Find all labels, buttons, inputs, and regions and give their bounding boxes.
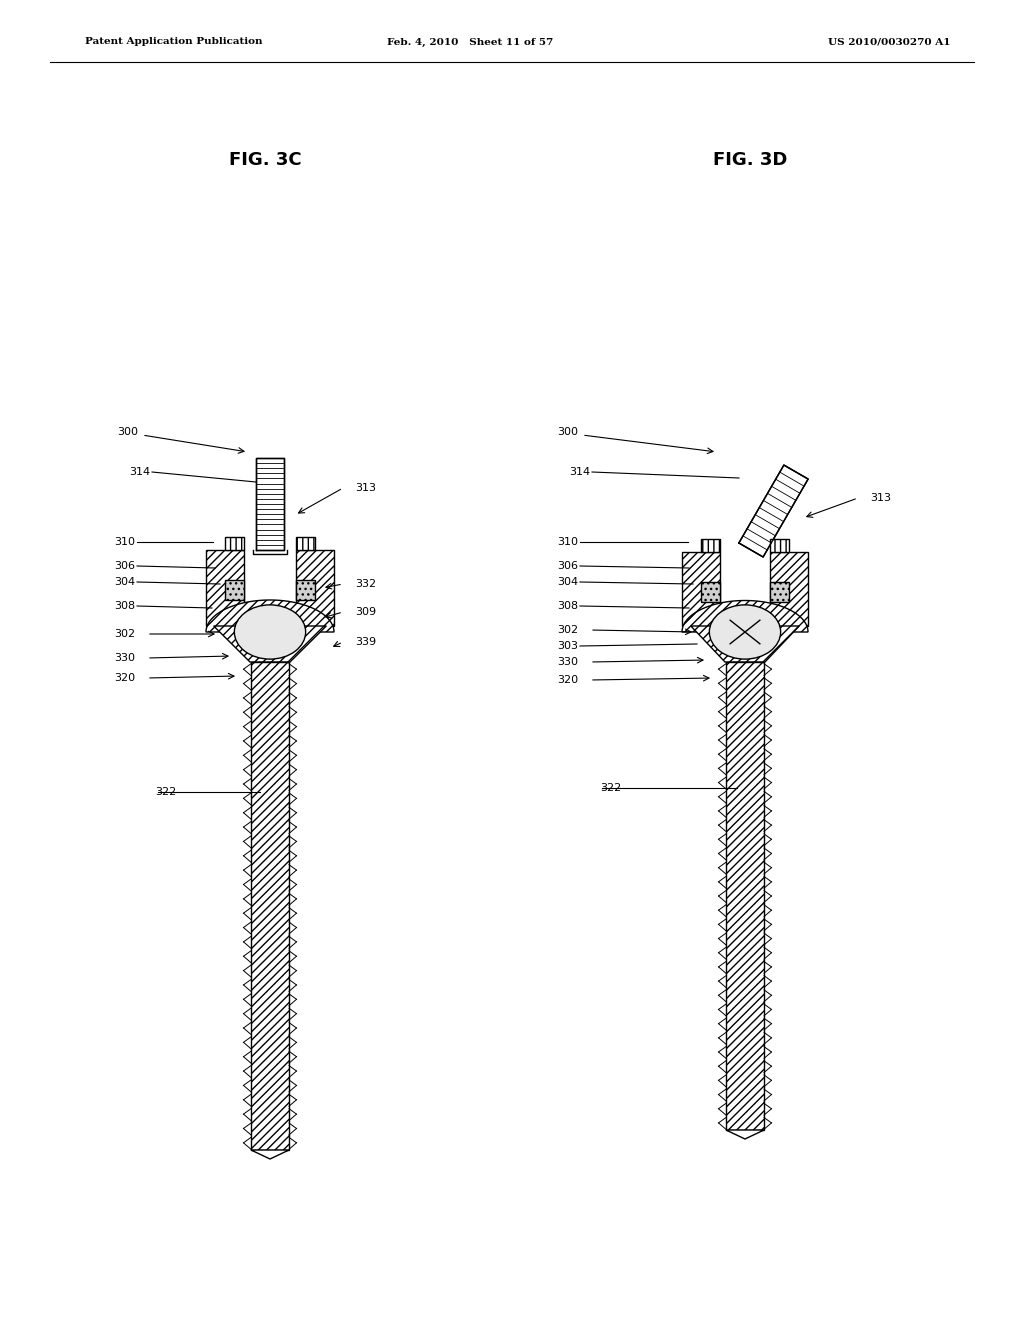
Polygon shape [770,539,790,552]
Text: 304: 304 [114,577,135,587]
Text: 322: 322 [155,787,176,797]
Polygon shape [770,582,790,602]
Polygon shape [206,550,244,626]
Text: 300: 300 [557,426,578,437]
Polygon shape [682,552,720,626]
Polygon shape [251,663,289,1150]
Text: 302: 302 [557,624,578,635]
Text: 304: 304 [557,577,578,587]
Polygon shape [739,465,808,557]
Text: 314: 314 [129,467,150,477]
Text: Feb. 4, 2010   Sheet 11 of 57: Feb. 4, 2010 Sheet 11 of 57 [387,37,553,46]
Text: 310: 310 [114,537,135,546]
Polygon shape [256,458,284,550]
Text: 320: 320 [557,675,578,685]
Polygon shape [296,579,315,601]
Text: 320: 320 [114,673,135,682]
Polygon shape [770,552,808,626]
Text: 300: 300 [117,426,138,437]
Ellipse shape [710,605,780,659]
Ellipse shape [234,605,305,659]
Polygon shape [682,601,808,632]
Text: 308: 308 [557,601,578,611]
Text: 309: 309 [355,607,376,616]
Polygon shape [225,537,244,550]
Text: 313: 313 [355,483,376,492]
Polygon shape [701,582,720,602]
Text: FIG. 3C: FIG. 3C [228,150,301,169]
Text: 339: 339 [355,638,376,647]
Polygon shape [726,663,764,1130]
Polygon shape [225,579,244,601]
Text: Patent Application Publication: Patent Application Publication [85,37,262,46]
Text: 306: 306 [114,561,135,572]
Text: FIG. 3D: FIG. 3D [713,150,787,169]
Text: 313: 313 [870,492,891,503]
Polygon shape [296,537,315,550]
Polygon shape [701,539,720,552]
Text: 310: 310 [557,537,578,546]
Polygon shape [251,1150,289,1159]
Text: 306: 306 [557,561,578,572]
Text: 314: 314 [569,467,590,477]
Polygon shape [206,601,334,632]
Text: 308: 308 [114,601,135,611]
Polygon shape [214,626,327,663]
Text: 332: 332 [355,579,376,589]
Text: US 2010/0030270 A1: US 2010/0030270 A1 [827,37,950,46]
Polygon shape [691,626,799,663]
Text: 330: 330 [114,653,135,663]
Text: 303: 303 [557,642,578,651]
Polygon shape [726,1130,764,1139]
Polygon shape [296,550,334,626]
Text: 330: 330 [557,657,578,667]
Text: 322: 322 [600,783,622,793]
Text: 302: 302 [114,630,135,639]
